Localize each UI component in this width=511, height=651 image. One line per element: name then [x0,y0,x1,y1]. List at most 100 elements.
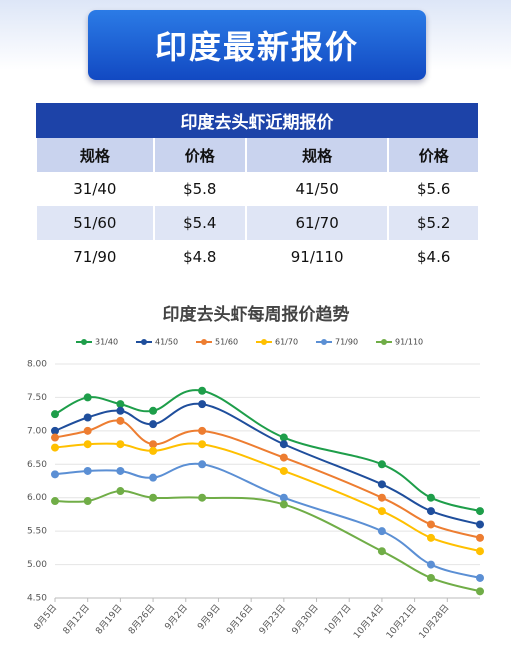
data-point [476,587,484,596]
data-point [51,443,59,452]
chart-title: 印度去头虾每周报价趋势 [163,304,350,325]
x-tick-label: 10月21日 [384,602,419,640]
data-point [198,426,207,435]
cell: 61/70 [244,206,389,240]
y-tick-label: 5.50 [27,527,47,537]
cell: 91/110 [244,240,389,274]
data-point [149,420,158,429]
data-point [377,493,386,502]
series-line [54,419,481,539]
data-point [51,470,59,479]
data-point [83,440,92,449]
column-header: 价格 [387,138,478,172]
data-point [426,573,435,582]
column-header: 规格 [35,138,154,172]
data-point [279,433,288,442]
series-line [54,402,481,526]
data-point [198,493,207,502]
data-point [476,573,484,582]
legend-label: 31/40 [95,338,118,347]
column-header: 规格 [244,138,389,172]
data-point [51,497,59,506]
x-tick-label: 10月7日 [322,602,353,636]
data-point [426,507,435,516]
data-point [83,497,92,506]
banner-title: 印度最新报价 [88,10,426,80]
cell: $4.6 [387,240,478,274]
data-point [198,440,207,449]
legend-label: 51/60 [215,338,238,347]
cell: 41/50 [244,172,389,206]
x-tick-label: 8月5日 [32,602,59,632]
cell: $5.4 [152,206,246,240]
legend-label: 71/90 [335,338,358,347]
y-tick-label: 4.50 [27,594,47,604]
legend-swatch-dot [201,339,207,345]
cell: $4.8 [152,240,246,274]
data-point [377,527,386,536]
data-point [149,440,158,449]
cell: 51/60 [35,206,154,240]
data-point [279,453,288,462]
data-point [116,466,125,475]
data-point [198,460,207,469]
data-point [116,406,125,415]
x-tick-label: 9月2日 [163,602,190,632]
data-point [476,533,484,542]
data-point [149,446,158,455]
data-point [51,410,59,419]
column-header: 价格 [152,138,246,172]
data-point [377,460,386,469]
y-tick-label: 7.00 [27,426,47,436]
x-tick-label: 9月9日 [195,602,222,632]
x-tick-label: 10月14日 [351,602,386,640]
data-point [83,426,92,435]
data-point [51,426,59,435]
data-point [279,500,288,509]
x-tick-label: 8月26日 [126,602,157,636]
data-point [116,400,125,409]
cell: 31/40 [35,172,154,206]
data-point [279,493,288,502]
data-point [149,473,158,482]
data-point [377,547,386,556]
data-point [116,487,125,496]
data-point [426,533,435,542]
cell: 71/90 [35,240,154,274]
legend-label: 41/50 [155,338,178,347]
data-point [149,493,158,502]
legend-label: 91/110 [395,338,423,347]
legend-swatch-dot [381,339,387,345]
table-title: 印度去头虾近期报价 [36,103,478,138]
data-point [198,400,207,409]
cell: $5.2 [387,206,478,240]
data-point [198,386,207,395]
y-tick-label: 6.00 [27,493,47,503]
legend-swatch-dot [321,339,327,345]
x-tick-label: 8月12日 [61,602,92,636]
data-point [83,413,92,422]
data-point [476,507,484,516]
y-tick-label: 6.50 [27,460,47,470]
data-point [116,440,125,449]
data-point [116,416,125,425]
data-point [279,466,288,475]
data-point [476,547,484,556]
data-point [149,406,158,415]
data-point [279,440,288,449]
data-point [426,520,435,529]
legend-label: 61/70 [275,338,298,347]
legend-swatch-dot [141,339,147,345]
data-point [377,507,386,516]
cell: $5.6 [387,172,478,206]
legend-swatch-dot [261,339,267,345]
data-point [476,520,484,529]
x-tick-label: 9月16日 [224,602,255,636]
price-table: 印度去头虾近期报价 规格 价格 规格 价格 31/40 $5.8 41/50 $5.6… [35,103,478,274]
x-tick-label: 9月23日 [257,602,288,636]
x-tick-label: 8月19日 [94,602,125,636]
data-point [83,393,92,402]
data-point [426,493,435,502]
